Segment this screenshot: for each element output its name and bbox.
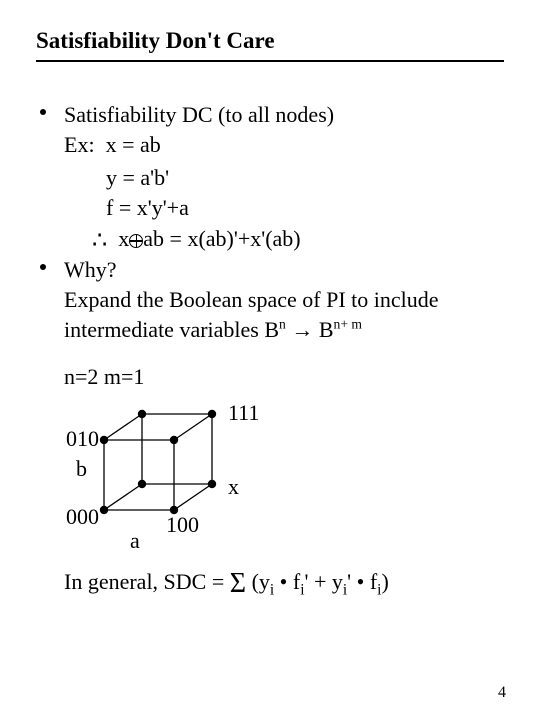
therefore-icon: ∴ (92, 228, 107, 254)
bullet1-ex: Ex: x = ab (64, 130, 504, 160)
bullet-item: Satisfiability DC (to all nodes) Ex: x =… (36, 100, 504, 159)
page-number: 4 (498, 684, 506, 702)
sup-n: n (279, 316, 286, 331)
gen-dot1: • (274, 569, 293, 594)
bullet-item: Why? Expand the Boolean space of PI to i… (36, 255, 504, 344)
expand2-mid: B (313, 317, 333, 342)
svg-text:x: x (228, 474, 239, 499)
svg-text:100: 100 (166, 512, 199, 537)
general-pre: In general, SDC = (64, 569, 230, 594)
ex-x: x = ab (106, 132, 161, 157)
ex-y: y = a'b' (36, 163, 504, 193)
title-block: Satisfiability Don't Care (36, 28, 504, 62)
svg-text:000: 000 (66, 504, 99, 529)
expand2-pre: intermediate variables B (64, 317, 279, 342)
bullet2-expand1: Expand the Boolean space of PI to includ… (64, 285, 504, 315)
gen-open: (y (246, 569, 270, 594)
gen-plus: + y (308, 569, 342, 594)
nm-label: n=2 m=1 (36, 362, 504, 392)
bullet2-expand2: intermediate variables Bn → Bn+ m (64, 315, 504, 345)
ex-therefore: ∴ x ab = x(ab)'+x'(ab) (36, 223, 504, 255)
oplus-icon (129, 234, 143, 248)
title-rule (36, 60, 504, 62)
arrow-icon: → (291, 315, 313, 345)
ex-label: Ex: (64, 132, 95, 157)
cube-svg: 010111000100bxa (80, 400, 320, 560)
sup-nm: n+ m (334, 316, 363, 331)
general-formula: In general, SDC = Σ (yi • fi' + yi' • fi… (36, 562, 504, 601)
gen-dot2: • (351, 569, 370, 594)
therefore-post: ab = x(ab)'+x'(ab) (143, 226, 300, 251)
svg-text:010: 010 (66, 426, 99, 451)
sigma-icon: Σ (230, 568, 246, 599)
ex-f: f = x'y'+a (36, 193, 504, 223)
therefore-pre: x (118, 226, 129, 251)
svg-text:b: b (76, 456, 87, 481)
bullet2-why: Why? (64, 255, 504, 285)
bullet-dot-icon (40, 264, 46, 270)
svg-text:a: a (130, 528, 140, 553)
cube-diagram: 010111000100bxa (80, 400, 320, 560)
bullet-dot-icon (40, 109, 46, 115)
gen-close: ) (381, 569, 388, 594)
bullet1-line1: Satisfiability DC (to all nodes) (64, 100, 504, 130)
svg-text:111: 111 (228, 400, 259, 425)
page-title: Satisfiability Don't Care (36, 28, 504, 54)
content: Satisfiability DC (to all nodes) Ex: x =… (36, 100, 504, 601)
